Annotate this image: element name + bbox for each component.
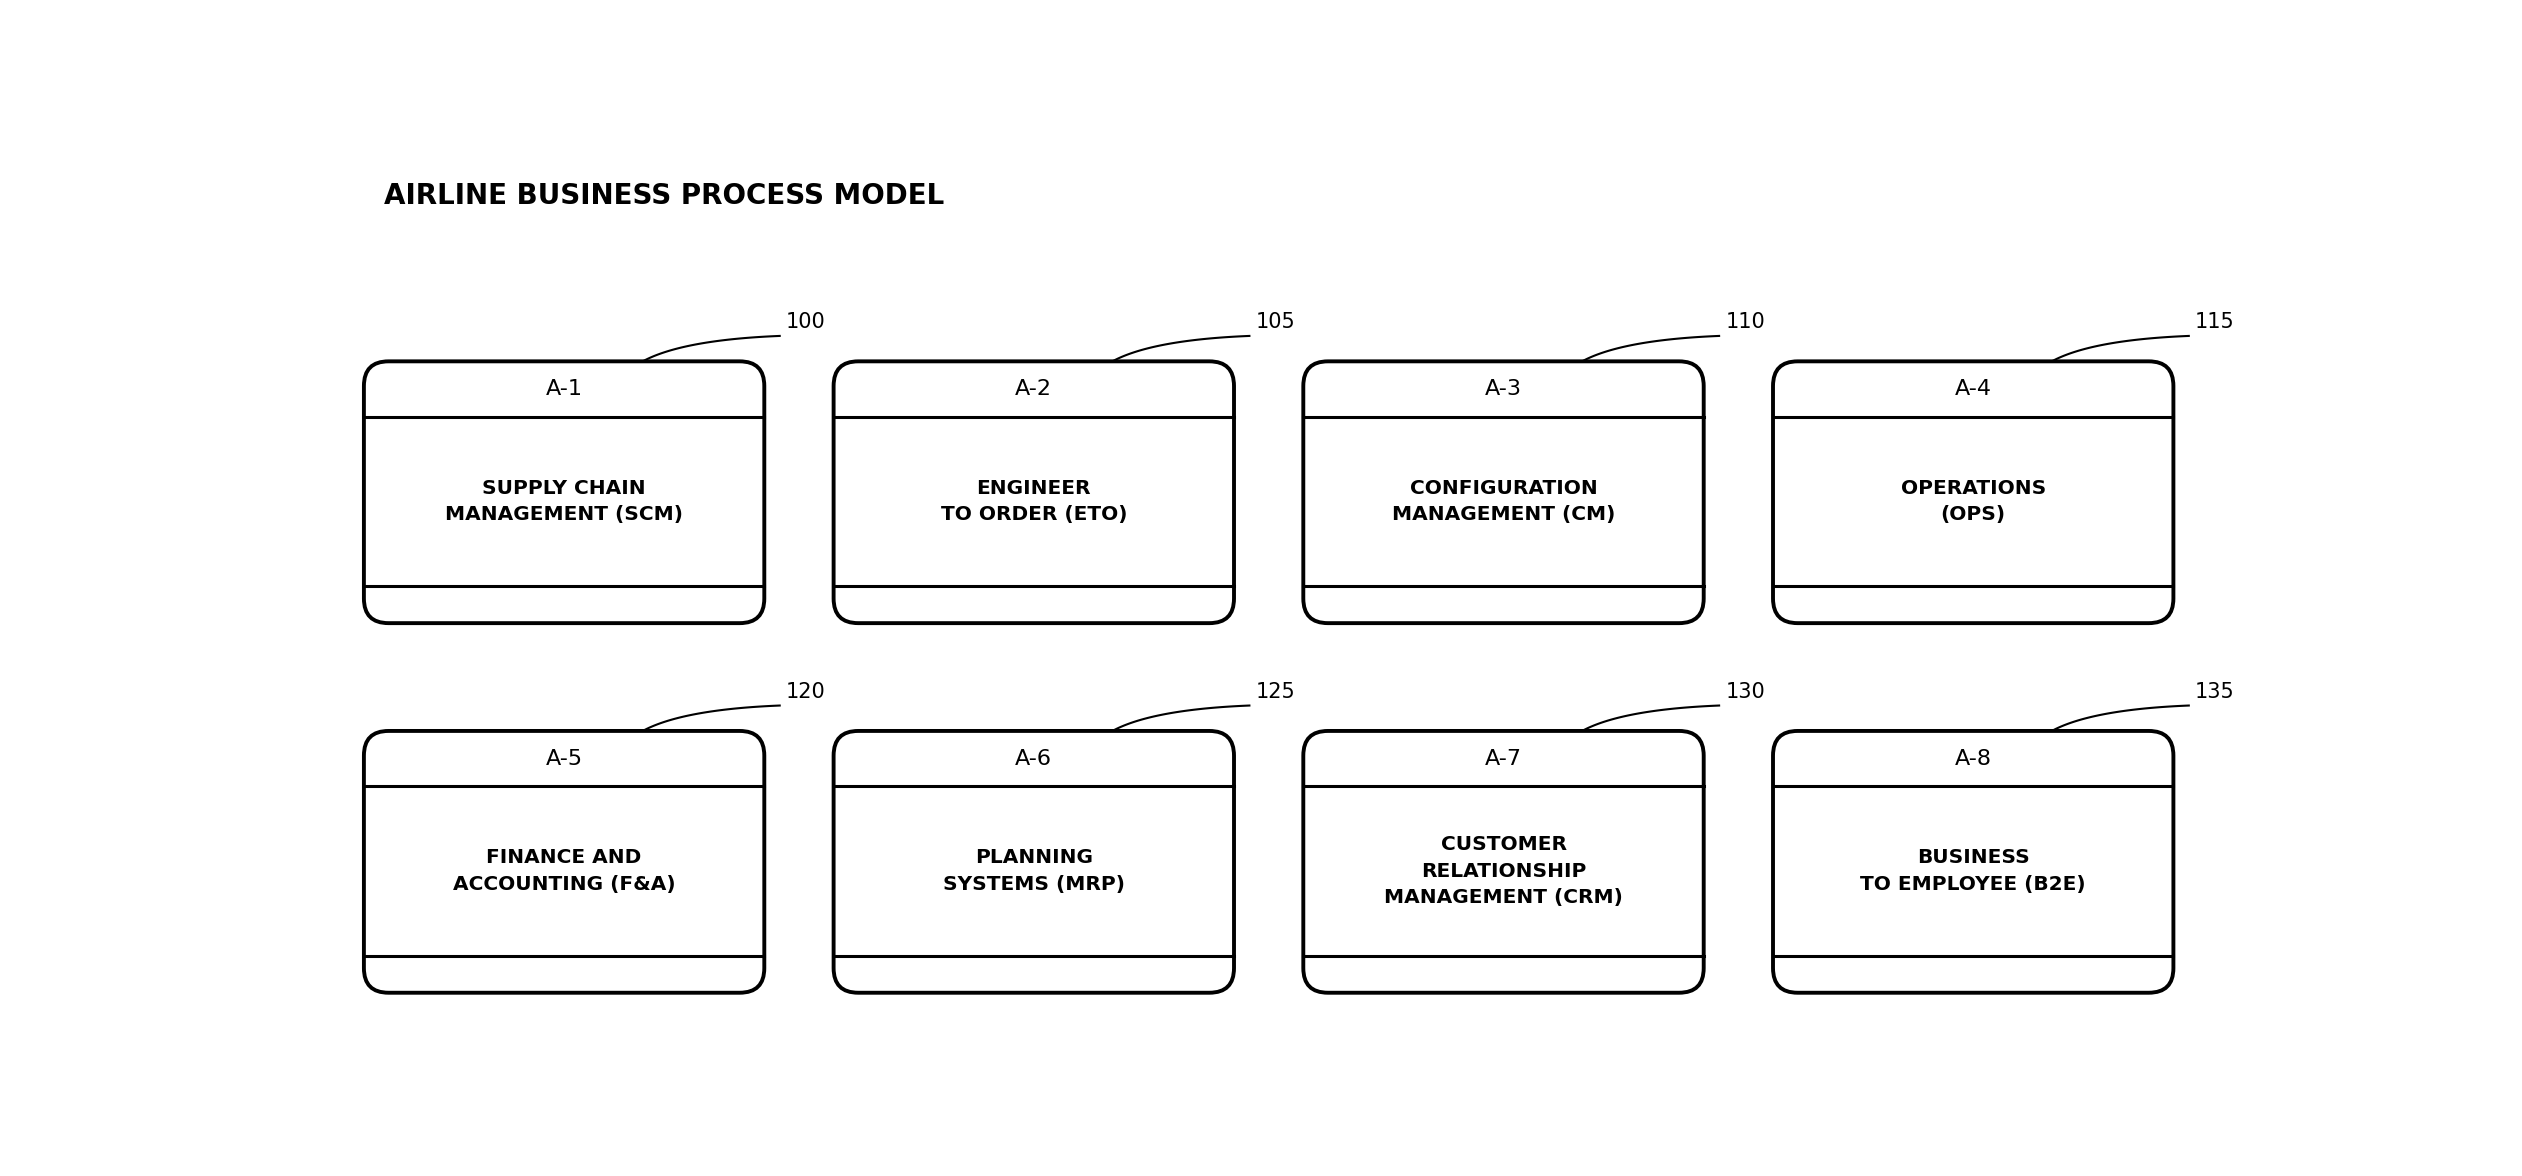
Text: 100: 100	[787, 312, 825, 332]
Text: A-7: A-7	[1485, 749, 1521, 769]
Text: PLANNING
SYSTEMS (MRP): PLANNING SYSTEMS (MRP)	[943, 848, 1125, 894]
Text: 105: 105	[1256, 312, 1296, 332]
FancyBboxPatch shape	[835, 731, 1233, 993]
FancyBboxPatch shape	[363, 361, 764, 623]
FancyBboxPatch shape	[1773, 731, 2174, 993]
Text: 130: 130	[1725, 682, 1765, 702]
Text: SUPPLY CHAIN
MANAGEMENT (SCM): SUPPLY CHAIN MANAGEMENT (SCM)	[444, 479, 683, 524]
Text: OPERATIONS
(OPS): OPERATIONS (OPS)	[1902, 479, 2045, 524]
Text: A-5: A-5	[545, 749, 583, 769]
Text: 110: 110	[1725, 312, 1765, 332]
FancyBboxPatch shape	[363, 731, 764, 993]
Text: BUSINESS
TO EMPLOYEE (B2E): BUSINESS TO EMPLOYEE (B2E)	[1861, 848, 2086, 894]
Text: CONFIGURATION
MANAGEMENT (CM): CONFIGURATION MANAGEMENT (CM)	[1392, 479, 1614, 524]
Text: 120: 120	[787, 682, 825, 702]
Text: A-8: A-8	[1955, 749, 1992, 769]
Text: FINANCE AND
ACCOUNTING (F&A): FINANCE AND ACCOUNTING (F&A)	[454, 848, 676, 894]
Text: ENGINEER
TO ORDER (ETO): ENGINEER TO ORDER (ETO)	[941, 479, 1127, 524]
FancyBboxPatch shape	[1773, 361, 2174, 623]
Text: A-2: A-2	[1016, 379, 1052, 399]
Text: A-4: A-4	[1955, 379, 1992, 399]
Text: A-1: A-1	[545, 379, 583, 399]
FancyBboxPatch shape	[1304, 731, 1705, 993]
Text: 125: 125	[1256, 682, 1296, 702]
Text: 115: 115	[2194, 312, 2234, 332]
Text: CUSTOMER
RELATIONSHIP
MANAGEMENT (CRM): CUSTOMER RELATIONSHIP MANAGEMENT (CRM)	[1385, 835, 1624, 907]
Text: 135: 135	[2194, 682, 2234, 702]
FancyBboxPatch shape	[835, 361, 1233, 623]
Text: A-6: A-6	[1016, 749, 1052, 769]
Text: AIRLINE BUSINESS PROCESS MODEL: AIRLINE BUSINESS PROCESS MODEL	[383, 182, 943, 209]
FancyBboxPatch shape	[1304, 361, 1705, 623]
Text: A-3: A-3	[1485, 379, 1521, 399]
